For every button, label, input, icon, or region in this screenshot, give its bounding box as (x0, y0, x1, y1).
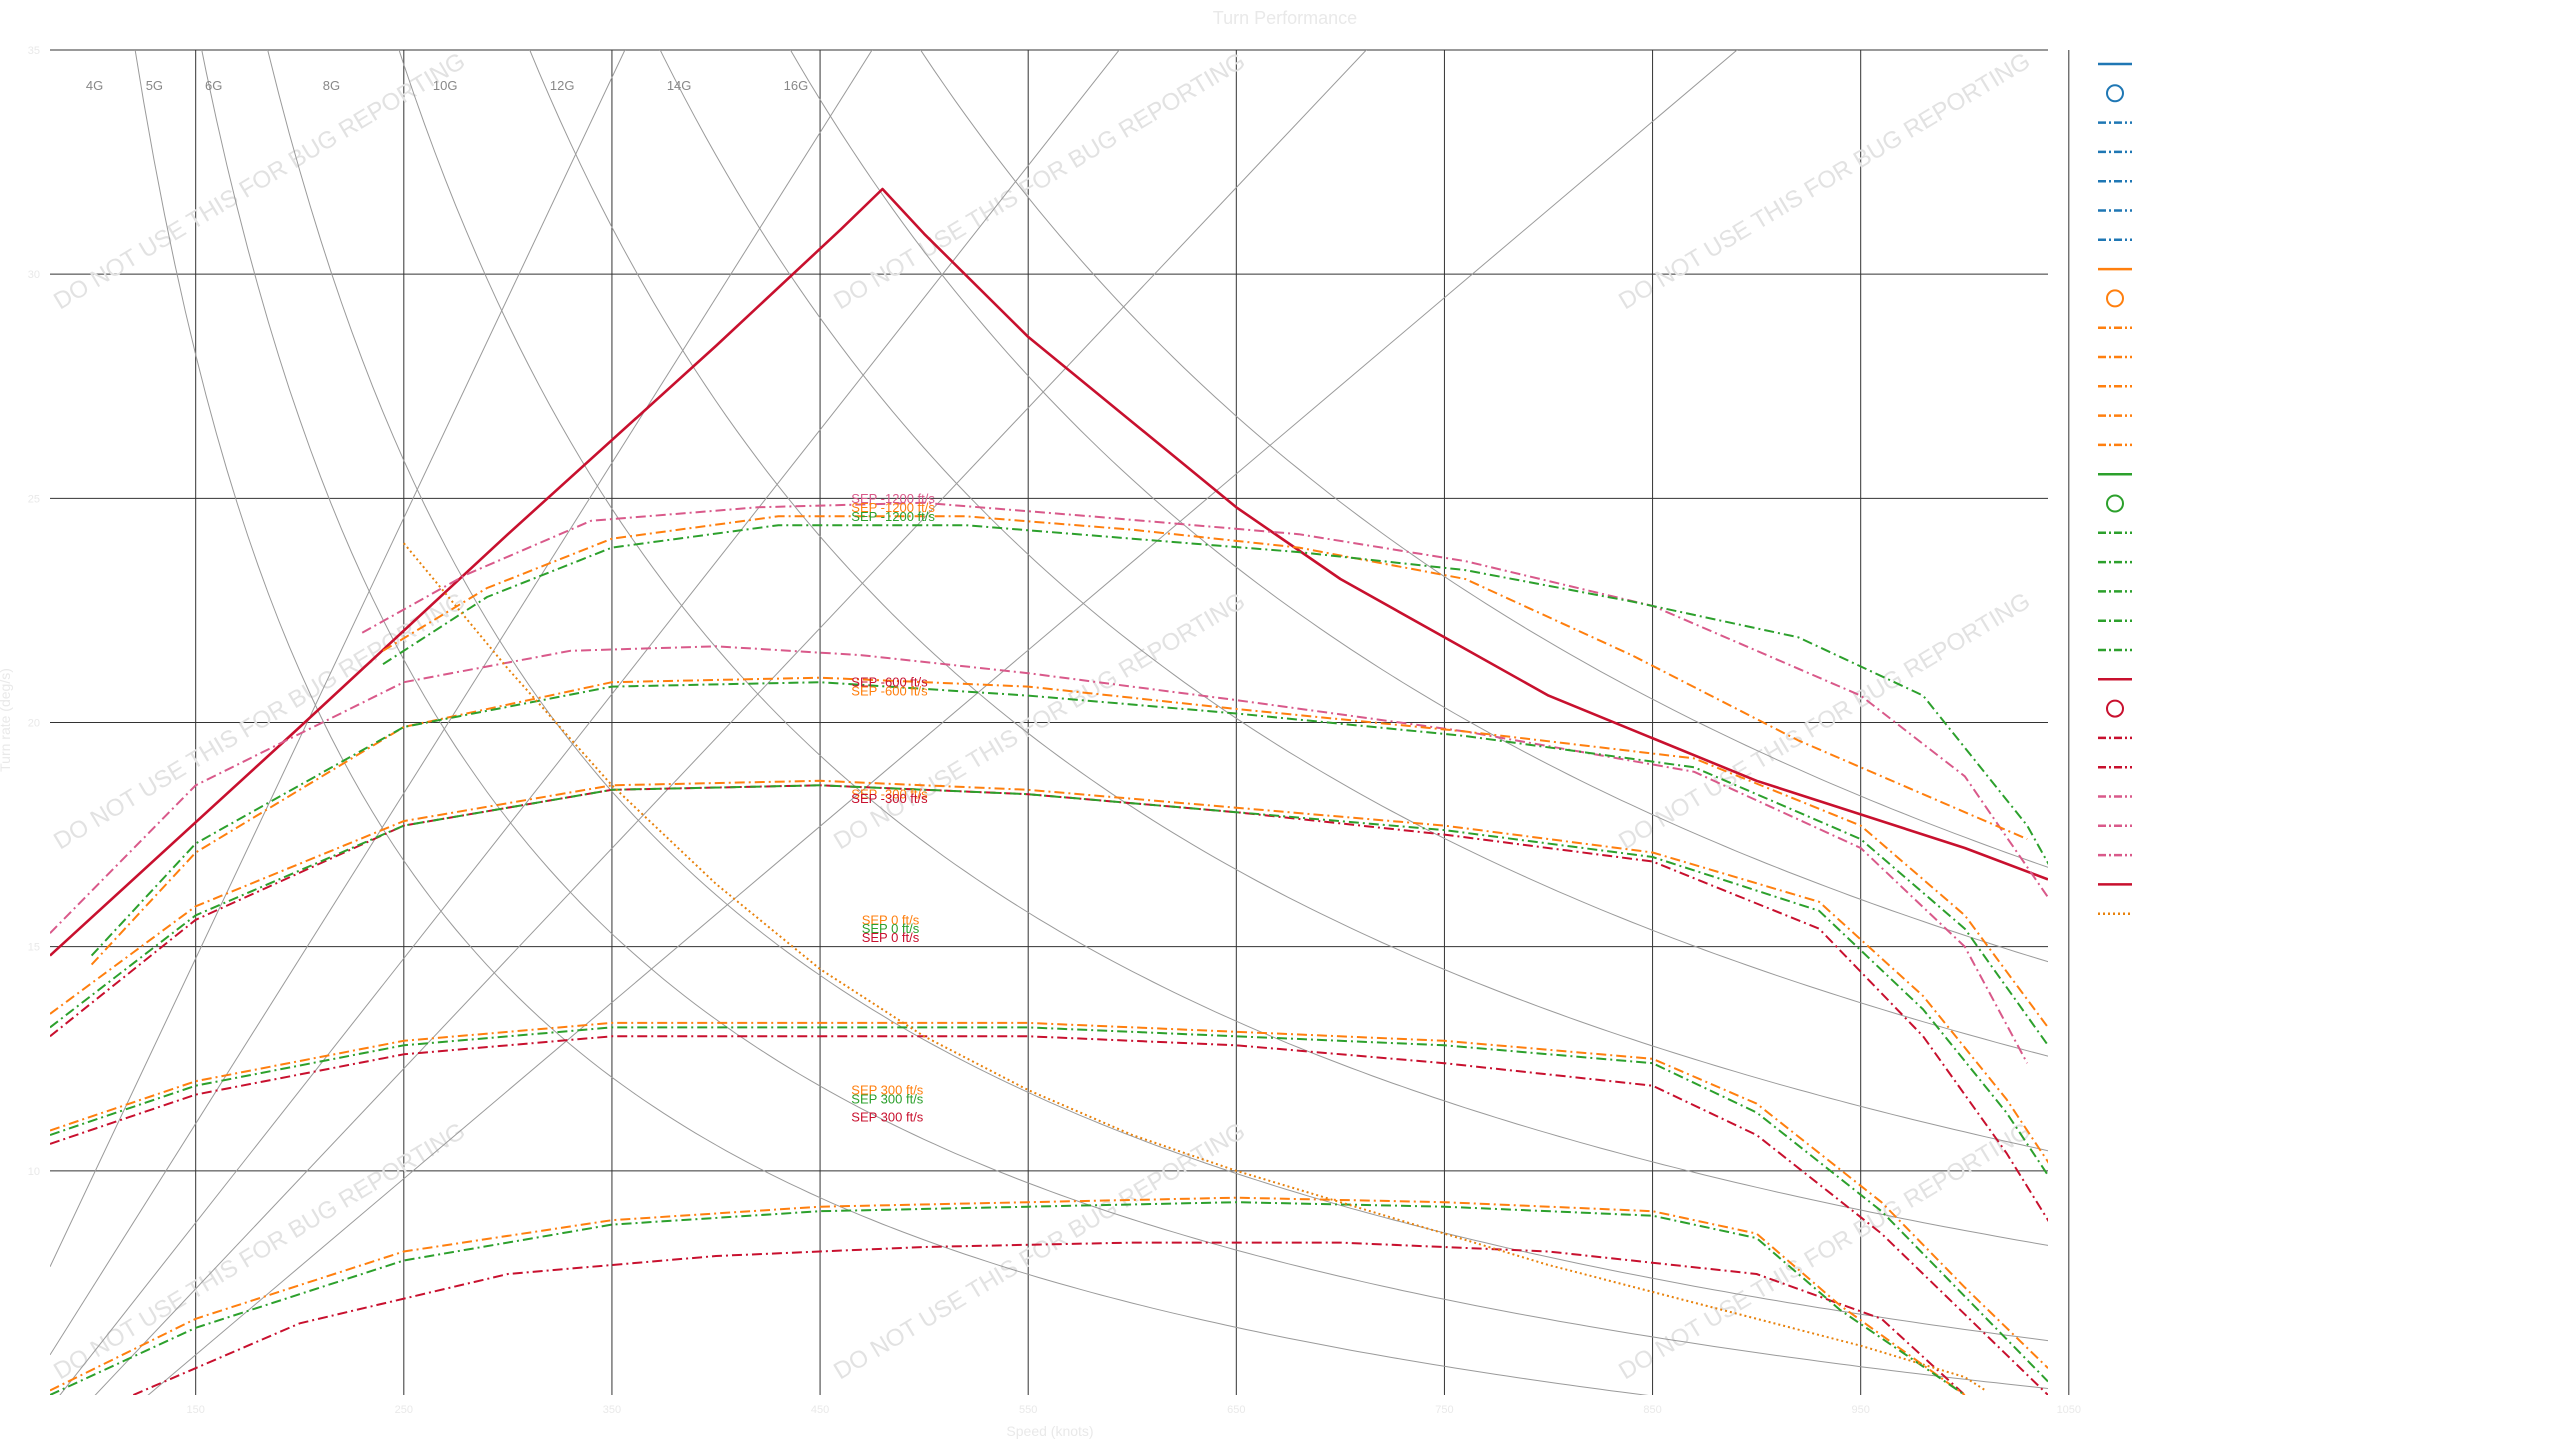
watermark-text: DO NOT USE THIS FOR BUG REPORTING (1614, 1117, 2035, 1385)
tick-labels: 150 250 350 450 550 650 750 850 950 1050 10 15 20 25 3… (28, 45, 2081, 1416)
series-line (50, 645, 2029, 1064)
x-tick-label: 750 (1435, 1404, 1453, 1416)
series-line (90, 676, 2048, 1028)
chart-title: Turn Performance (1213, 8, 1357, 28)
load-factor-label: 4G (86, 78, 103, 93)
load-factor-label: 14G (667, 78, 692, 93)
sep-label: SEP -300 ft/s (851, 787, 928, 802)
x-tick-label: 550 (1019, 1404, 1037, 1416)
legend-marker-circle (2106, 699, 2124, 718)
sep-label: SEP 0 ft/s (862, 912, 920, 927)
load-factor-label: 5G (146, 78, 163, 93)
watermark-text: DO NOT USE THIS FOR BUG REPORTING (829, 47, 1250, 315)
series-line (50, 1026, 2048, 1383)
load-factor-line (659, 50, 2048, 1057)
watermark-text: DO NOT USE THIS FOR BUG REPORTING (1614, 47, 2035, 315)
x-tick-label: 150 (187, 1404, 205, 1416)
iso-lines (50, 50, 2048, 1395)
x-axis-label: Speed (knots) (1006, 1423, 1093, 1439)
load-factor-line (789, 50, 2048, 963)
series-line (50, 1196, 1966, 1395)
sep-label: SEP 300 ft/s (851, 1110, 924, 1125)
series (50, 187, 2048, 1395)
watermarks: DO NOT USE THIS FOR BUG REPORTING DO NOT … (49, 47, 2035, 1385)
legend-marker-circle (2106, 84, 2124, 103)
x-tick-label: 250 (395, 1404, 413, 1416)
turn-radius-line (50, 50, 873, 1356)
series-line (50, 1201, 1966, 1395)
watermark-text: DO NOT USE THIS FOR BUG REPORTING (829, 1117, 1250, 1385)
x-tick-label: 350 (603, 1404, 621, 1416)
series-line (50, 1035, 2048, 1395)
watermark-text: DO NOT USE THIS FOR BUG REPORTING (829, 587, 1250, 855)
x-tick-label: 1050 (2057, 1404, 2081, 1416)
y-tick-label: 15 (28, 942, 40, 954)
series-line (403, 542, 1987, 1392)
load-factor-label: 16G (784, 78, 809, 93)
turn-radius-line (50, 50, 626, 1268)
load-factor-line (398, 50, 2048, 1246)
x-tick-label: 650 (1227, 1404, 1245, 1416)
y-tick-label: 10 (28, 1166, 40, 1178)
y-axis-label: Turn rate (deg/s) (0, 668, 13, 772)
load-factor-line (134, 50, 1649, 1395)
y-tick-label: 25 (28, 493, 40, 505)
series-line (50, 784, 2048, 1223)
series-line (50, 1021, 2048, 1369)
sep-label: SEP 300 ft/s (851, 1092, 924, 1107)
legend-marker-circle (2106, 289, 2124, 308)
load-factor-line (529, 50, 2048, 1152)
y-tick-label: 30 (28, 269, 40, 281)
x-tick-label: 850 (1643, 1404, 1661, 1416)
sep-label: SEP -1200 ft/s (851, 491, 935, 506)
load-factor-label: 10G (433, 78, 458, 93)
turn-radius-line (94, 50, 1367, 1395)
series-line (361, 501, 2048, 898)
series-line (50, 779, 2048, 1164)
load-factor-label: 12G (550, 78, 575, 93)
load-factor-line (267, 50, 2048, 1342)
legend-marker-circle (2106, 494, 2124, 513)
load-factor-line (920, 50, 2048, 868)
turn-radius-line (59, 50, 1120, 1395)
sep-label: SEP 0 ft/s (862, 930, 920, 945)
series-line (90, 681, 2048, 1046)
turn-radius-line (147, 50, 1738, 1395)
y-tick-label: 20 (28, 718, 40, 730)
sep-label: SEP -600 ft/s (851, 675, 928, 690)
watermark-text: DO NOT USE THIS FOR BUG REPORTING (49, 47, 470, 315)
series-line (132, 1241, 1966, 1395)
series-line (382, 524, 2048, 866)
series-line (382, 515, 2028, 841)
grid (50, 49, 2070, 1395)
legend (2098, 62, 2132, 915)
iso-labels: 4G5G6G8G10G12G14G16G300m400m500m600m750m (86, 78, 809, 93)
sep-label: SEP 0 ft/s (862, 921, 920, 936)
load-factor-label: 6G (205, 78, 222, 93)
x-tick-label: 950 (1852, 1404, 1870, 1416)
x-tick-label: 450 (811, 1404, 829, 1416)
sep-label: SEP -1200 ft/s (851, 509, 935, 524)
sep-label: SEP -600 ft/s (851, 684, 928, 699)
sep-label: SEP -1200 ft/s (851, 500, 935, 515)
sep-label: SEP 300 ft/s (851, 1083, 924, 1098)
series-line (50, 784, 2048, 1178)
y-tick-label: 35 (28, 45, 40, 57)
series-line (50, 187, 2048, 957)
load-factor-label: 8G (323, 78, 340, 93)
sep-label: SEP -300 ft/s (851, 791, 928, 806)
